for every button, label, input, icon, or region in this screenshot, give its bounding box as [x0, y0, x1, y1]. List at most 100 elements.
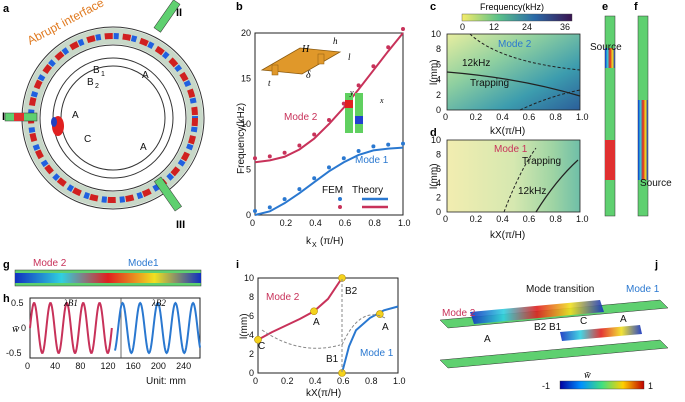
panel-j-point-a1: A: [484, 334, 491, 345]
region-label-a1: A: [142, 70, 149, 81]
plot-i-point-a2: A: [382, 322, 389, 333]
panel-cd-ytick: 2: [436, 90, 441, 100]
plot-b-xtick: 0.4: [309, 218, 322, 228]
panel-j: j Mode 2 Mode 1 Mode transition B2 B1 A …: [439, 259, 669, 391]
plot-h-ytick: -0.5: [6, 348, 22, 358]
panel-c: c Frequency(kHz) 0 12 24 36 Mode 2 12kHz…: [429, 1, 581, 137]
outer-ring-edge-inner: [39, 44, 187, 192]
plot-h-xtick: 80: [75, 361, 85, 371]
plot-h-xtick: 200: [151, 361, 166, 371]
plot-h-ytick: 0.5: [11, 298, 24, 308]
panel-cd-ytick: 8: [436, 149, 441, 159]
panel-label-i: i: [236, 259, 239, 271]
plot-i-ytick: 2: [249, 349, 254, 359]
inner-ring: [52, 57, 174, 179]
panel-b: b 0 0.2 0.4 0.6 0.8 1.0 0 5 10 15 20 Frequency(kHz…: [236, 1, 411, 249]
region-label-c: C: [84, 134, 91, 145]
plot-h-xtick: 40: [50, 361, 60, 371]
plot-b-mode1-label: Mode 1: [355, 155, 389, 166]
panel-d-trapping-label: Trapping: [522, 156, 561, 167]
region-label-b1-sub: 1: [101, 71, 105, 78]
plot-i-mode2-label: Mode 2: [266, 292, 300, 303]
plot-b-series: [253, 27, 405, 216]
plot-h-ytick: 0: [21, 323, 26, 333]
panel-d-freq-label: 12kHz: [518, 186, 546, 197]
port-label-iii: III: [176, 219, 185, 231]
panel-cd-ytick: 2: [436, 193, 441, 203]
plot-i-point-b1: B1: [326, 354, 339, 365]
panel-cd-xtick: 1.0: [576, 214, 589, 224]
plot-b-point: [282, 197, 287, 202]
plot-b-xtick: 1.0: [398, 218, 411, 228]
plot-i-ytick: 10: [244, 273, 254, 283]
plot-b-point: [356, 83, 361, 88]
panel-d: d Mode 1 Trapping 12kHz l(mm) kX(π/H): [429, 127, 581, 241]
plot-h-xtick: 120: [101, 361, 116, 371]
plot-i-ytick: 0: [249, 368, 254, 378]
legend-fem-marker-mode2: [338, 205, 342, 209]
plot-b-xtick: 0.6: [339, 218, 352, 228]
panel-f: f Source: [634, 1, 672, 217]
region-label-a3: A: [140, 142, 147, 153]
plot-b-ticks: 0 0.2 0.4 0.6 0.8 1.0 0 5 10 15 20: [241, 28, 411, 228]
plot-b-point: [371, 64, 376, 69]
plot-b-point: [356, 148, 361, 153]
contour-c-1: [469, 33, 581, 71]
panel-label-a: a: [3, 3, 10, 15]
plot-i-xtick: 0.4: [309, 376, 322, 386]
panel-cd-xtick: 0.2: [470, 112, 483, 122]
panel-cd-xtick: 0.4: [496, 214, 509, 224]
panel-label-c: c: [430, 1, 436, 13]
panel-a: a I II III Abrupt interface A A A C B 1 …: [2, 0, 205, 231]
plot-b-xtick: 0.2: [280, 218, 293, 228]
plot-i-mode1-label: Mode 1: [360, 348, 394, 359]
contour-c-3: [519, 89, 581, 111]
colorbar-c-tick-1: 12: [489, 22, 499, 32]
heatmap-d: [446, 139, 581, 213]
panel-g-mode1-label: Mode1: [128, 258, 159, 269]
plot-i-series-mode-2: [257, 277, 343, 341]
panel-cd-xtick: 1.0: [576, 112, 589, 122]
plot-b-xlabel-sub: X: [312, 242, 317, 249]
panel-label-h: h: [3, 293, 10, 305]
plot-h-lambda-b2: λB2: [151, 298, 166, 308]
legend-fem: FEM: [322, 185, 343, 196]
mode-inset-field-2: [355, 116, 363, 124]
plot-b-point: [386, 45, 391, 50]
plot-b-series-mode-1: [254, 146, 404, 216]
inset-label-x: x: [379, 96, 384, 105]
plot-b-point: [386, 142, 391, 147]
panel-d-mode-label: Mode 1: [494, 144, 528, 155]
plot-i-series-mode-1: [341, 305, 399, 374]
port-label-i: I: [2, 111, 5, 123]
plot-h-unit-label: Unit: mm: [146, 376, 186, 387]
waveguide-f-field: [638, 100, 648, 180]
plot-i-point-b2: B2: [345, 286, 358, 297]
plot-b-mode2-label: Mode 2: [284, 112, 318, 123]
port-label-ii: II: [176, 7, 182, 19]
panel-j-transition-label: Mode transition: [526, 284, 594, 295]
panel-cd-ticks: 000.20.20.40.40.60.60.80.81.01.000224466…: [431, 29, 589, 224]
panel-cd-ytick: 10: [431, 135, 441, 145]
panel-g-mode2-label: Mode 2: [33, 258, 67, 269]
region-label-a2: A: [72, 110, 79, 121]
plot-b-ytick: 10: [241, 119, 251, 129]
panel-label-d: d: [430, 127, 437, 139]
panel-cd-xtick: 0.6: [523, 214, 536, 224]
mode-inset-strip-2: [355, 93, 363, 133]
region-label-b2: B: [87, 77, 94, 88]
panel-cd-ytick: 4: [436, 178, 441, 188]
colorbar-c-tick-0: 0: [460, 22, 465, 32]
panel-c-trapping-label: Trapping: [470, 78, 509, 89]
plot-i-dashed-path-2: [341, 314, 386, 346]
panel-cd-ytick: 6: [436, 59, 441, 69]
inset-label-t: t: [268, 78, 271, 88]
unit-cell-stub-1: [271, 64, 279, 76]
plot-i-xtick: 0.6: [337, 376, 350, 386]
colorbar-j-title: w̄: [584, 370, 591, 381]
panel-c-mode-label: Mode 2: [498, 39, 532, 50]
panel-cd-ytick: 6: [436, 164, 441, 174]
panel-cd-ytick: 0: [436, 105, 441, 115]
waveguide-e: [604, 15, 616, 217]
